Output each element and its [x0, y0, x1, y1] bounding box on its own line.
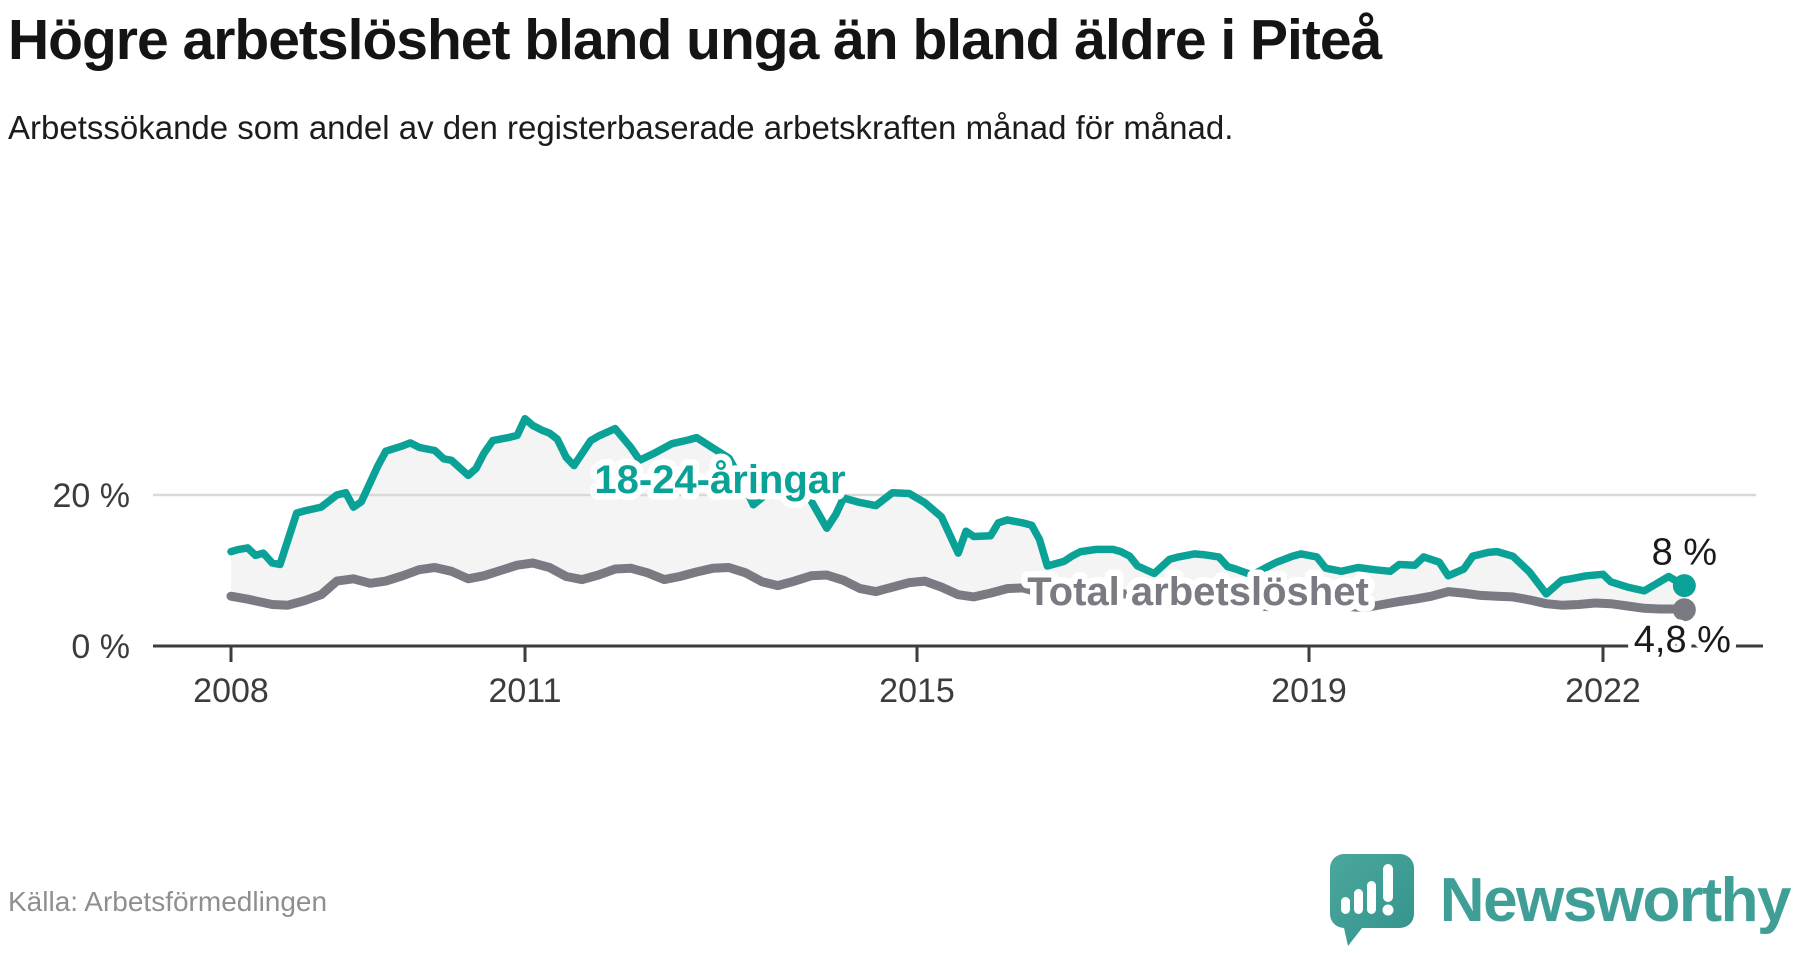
total-end-label: 4,8 % [1634, 619, 1731, 661]
youth-unemployment-line [227, 414, 1689, 598]
newsworthy-logo-text: Newsworthy [1439, 866, 1792, 935]
exclamation-dot [1382, 904, 1394, 916]
total-end-dot [1672, 598, 1696, 622]
y-tick-label-20: 20 % [53, 477, 131, 515]
youth-end-dot [1672, 574, 1696, 598]
bar-chart-bar-3 [1366, 881, 1376, 914]
total-unemployment-line [226, 558, 1689, 615]
x-tick-label: 2015 [879, 672, 955, 710]
bar-chart-bar-1 [1340, 897, 1350, 914]
x-tick-label: 2022 [1565, 672, 1641, 710]
exclamation-bar [1382, 864, 1393, 902]
band-between-series [231, 418, 1685, 610]
chart-header: Högre arbetslöshet bland unga än bland ä… [8, 0, 1788, 151]
youth-series-label: 18-24-åringar [594, 458, 845, 502]
page-title: Högre arbetslöshet bland unga än bland ä… [8, 8, 1382, 72]
youth-end-label: 8 % [1652, 532, 1717, 574]
total-series-label: Total arbetslöshet [1027, 570, 1369, 614]
y-tick-label-0: 0 % [71, 628, 130, 666]
newsworthy-logo-icon [1329, 854, 1414, 946]
source-note: Källa: Arbetsförmedlingen [8, 886, 328, 917]
bar-chart-bar-2 [1353, 889, 1363, 914]
chart-subtitle: Arbetssökande som andel av den registerb… [8, 108, 1234, 146]
newsworthy-logo: Newsworthy [1328, 852, 1792, 948]
x-tick-label: 2019 [1271, 672, 1347, 710]
x-tick-label: 2011 [488, 672, 561, 710]
x-tick-label: 2008 [193, 672, 269, 710]
